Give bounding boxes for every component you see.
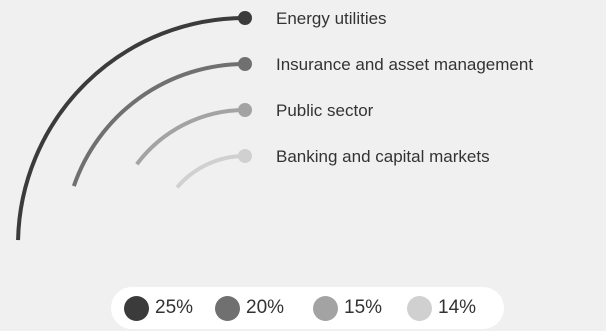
legend-label-1: 25% xyxy=(155,297,194,318)
legend-dot-2 xyxy=(215,295,240,321)
arc-end-dot-4 xyxy=(238,149,252,163)
category-label-4: Banking and capital markets xyxy=(276,147,490,166)
legend-label-2: 20% xyxy=(246,297,285,318)
legend-item-3: 15% xyxy=(313,287,382,329)
arc-2 xyxy=(71,62,246,187)
arc-3 xyxy=(135,108,246,166)
category-label-2: Insurance and asset management xyxy=(276,55,533,74)
legend-label-3: 15% xyxy=(344,297,383,318)
arc-4 xyxy=(175,154,246,189)
legend-dot-4 xyxy=(407,295,432,321)
arc-end-dot-1 xyxy=(238,11,252,25)
arc-end-dot-2 xyxy=(238,57,252,71)
legend-item-2: 20% xyxy=(215,287,284,329)
legend-dot-1 xyxy=(124,295,149,321)
category-label-3: Public sector xyxy=(276,101,374,120)
arc-1 xyxy=(16,16,246,241)
legend-label-4: 14% xyxy=(438,297,477,318)
legend-dot-3 xyxy=(313,295,338,321)
arc-end-dot-3 xyxy=(238,103,252,117)
category-label-1: Energy utilities xyxy=(276,9,387,28)
legend-item-1: 25% xyxy=(124,287,193,329)
legend-item-4: 14% xyxy=(407,287,476,329)
legend: 25% 20% 15% 14% xyxy=(111,287,504,329)
